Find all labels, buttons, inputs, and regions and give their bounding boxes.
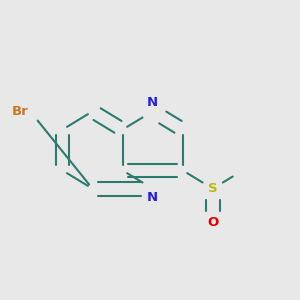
Text: O: O — [207, 217, 218, 230]
Text: N: N — [147, 96, 158, 109]
Text: N: N — [145, 191, 160, 210]
Text: Br: Br — [12, 105, 28, 118]
Text: S: S — [206, 179, 220, 198]
Text: N: N — [147, 191, 158, 204]
Text: O: O — [205, 214, 221, 232]
Text: Br: Br — [5, 102, 28, 121]
Text: S: S — [208, 182, 218, 195]
Text: N: N — [145, 90, 160, 109]
